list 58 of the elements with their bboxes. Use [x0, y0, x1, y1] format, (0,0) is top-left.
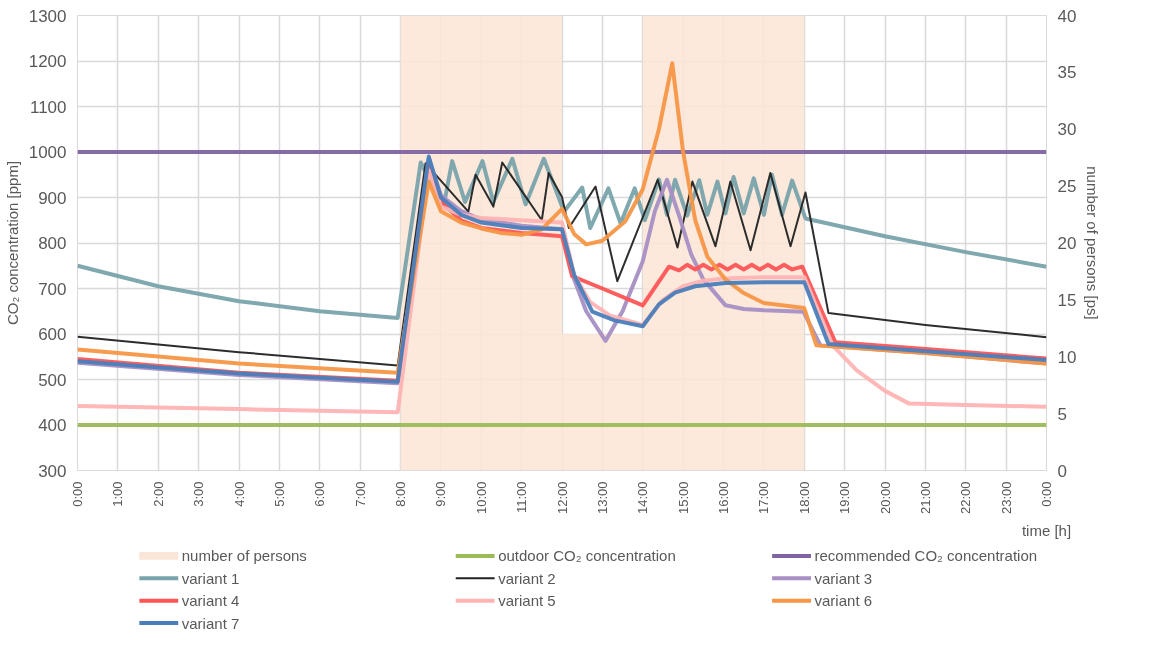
x-tick-label: 17:00	[756, 481, 772, 515]
x-tick-label: 7:00	[352, 481, 368, 507]
y2-tick-label: 15	[1057, 290, 1077, 310]
legend-label: number of persons	[181, 547, 307, 565]
y2-tick-label: 25	[1057, 177, 1077, 197]
x-tick-label: 19:00	[837, 481, 853, 515]
y-tick-label: 1200	[28, 52, 67, 71]
x-tick-label: 3:00	[191, 481, 207, 507]
y2-tick-label: 30	[1057, 120, 1077, 140]
x-tick-label: 13:00	[594, 481, 610, 515]
y2-axis-title: number of persons [ps]	[1084, 166, 1102, 320]
x-tick-label: 16:00	[716, 481, 731, 515]
legend-label: variant 7	[181, 614, 240, 632]
x-tick-label: 22:00	[958, 481, 974, 515]
y2-tick-label: 10	[1057, 347, 1077, 367]
y2-tick-label: 5	[1057, 404, 1067, 424]
x-tick-label: 4:00	[231, 481, 247, 507]
x-tick-label: 2:00	[150, 481, 166, 507]
legend-label: variant 6	[814, 592, 873, 610]
x-tick-label: 1:00	[110, 481, 126, 507]
y-tick-label: 900	[38, 188, 67, 208]
legend-label: variant 1	[181, 569, 240, 587]
x-tick-label: 10:00	[473, 481, 489, 515]
y-tick-label: 700	[38, 279, 67, 299]
x-tick-label: 14:00	[635, 481, 651, 515]
y-tick-label: 1000	[28, 143, 67, 162]
x-tick-label: 5:00	[271, 481, 287, 507]
y2-tick-label: 20	[1057, 234, 1077, 253]
x-tick-label: 21:00	[917, 481, 933, 515]
x-tick-label: 8:00	[393, 481, 408, 507]
legend-label: variant 2	[498, 569, 556, 587]
x-axis-title: time [h]	[1021, 522, 1072, 540]
legend-label: variant 5	[498, 592, 556, 610]
y2-tick-label: 40	[1057, 6, 1077, 26]
x-tick-label: 23:00	[998, 481, 1014, 515]
y-tick-label: 300	[38, 461, 67, 481]
y-tick-label: 400	[38, 416, 67, 435]
y-axis-title: CO₂ concentration [ppm]	[3, 160, 21, 326]
x-tick-label: 18:00	[796, 481, 812, 515]
x-tick-label: 0:00	[70, 481, 85, 507]
y-tick-label: 500	[38, 370, 67, 390]
x-tick-label: 12:00	[554, 481, 570, 515]
y2-tick-label: 0	[1057, 461, 1067, 481]
legend-label: outdoor CO₂ concentration	[498, 547, 676, 565]
y-tick-label: 800	[38, 234, 67, 253]
x-tick-label: 6:00	[312, 481, 328, 507]
y2-tick-label: 35	[1057, 63, 1077, 83]
legend-label: recommended CO₂ concentration	[814, 547, 1038, 565]
x-tick-label: 15:00	[675, 481, 691, 515]
y-tick-label: 1300	[28, 6, 67, 26]
legend-label: variant 3	[814, 569, 873, 587]
y-tick-label: 1100	[29, 97, 67, 117]
x-tick-label: 20:00	[877, 481, 893, 515]
x-tick-label: 11:00	[514, 481, 530, 514]
x-tick-label: 0:00	[1039, 481, 1054, 507]
y-tick-label: 600	[38, 325, 67, 344]
x-tick-label: 9:00	[433, 481, 449, 507]
legend-label: variant 4	[181, 592, 240, 610]
